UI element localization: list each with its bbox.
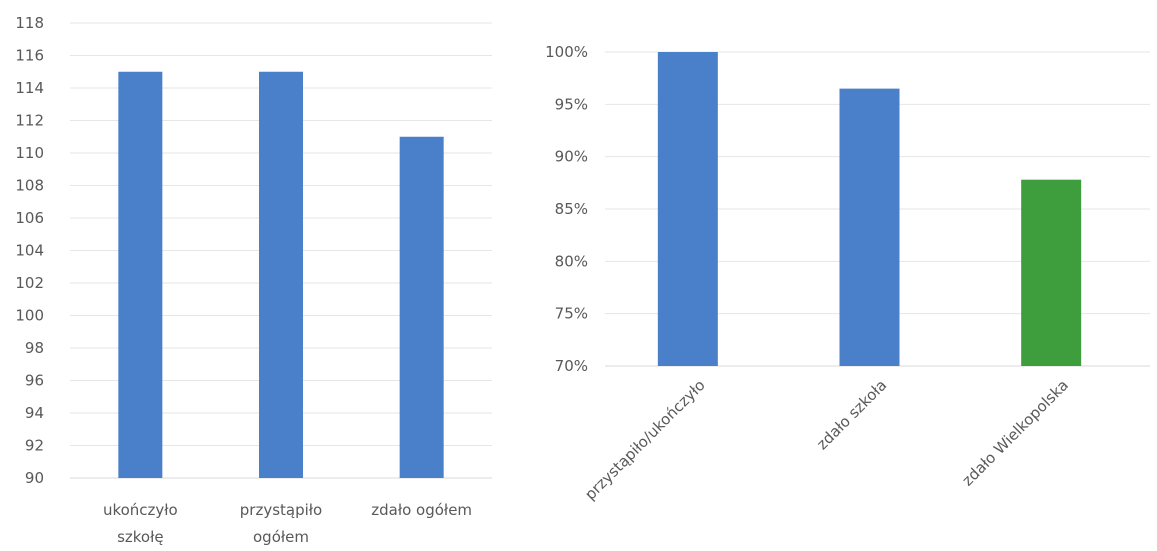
chart-1-category-label: ukończyło xyxy=(103,501,178,519)
chart-2-bar xyxy=(657,52,718,366)
chart-1-y-tick-label: 118 xyxy=(15,14,44,32)
chart-2-bar xyxy=(839,88,900,366)
chart-1-y-tick-label: 100 xyxy=(15,307,44,325)
chart-2-y-tick-label: 100% xyxy=(545,43,588,61)
chart-1-y-tick-label: 110 xyxy=(15,144,44,162)
chart-1-category-label: szkołę xyxy=(117,528,164,546)
chart-2-y-tick-label: 80% xyxy=(555,252,588,270)
chart-2-category-label: zdało szkoła xyxy=(813,376,890,453)
chart-1-category-label: zdało ogółem xyxy=(371,501,472,519)
chart-1-y-tick-label: 102 xyxy=(15,274,44,292)
chart-1-y-tick-label: 98 xyxy=(25,339,44,357)
chart-2-y-tick-label: 70% xyxy=(555,357,588,375)
chart-2-y-tick-label: 85% xyxy=(555,200,588,218)
chart-1-bar xyxy=(259,71,303,478)
chart-1-y-tick-label: 106 xyxy=(15,209,44,227)
chart-1-y-tick-label: 90 xyxy=(25,469,44,487)
chart-1-y-tick-label: 112 xyxy=(15,112,44,130)
chart-1-bar xyxy=(118,71,163,478)
chart-1-category-label: ogółem xyxy=(253,528,309,546)
chart-1-y-tick-label: 96 xyxy=(25,372,44,390)
chart-2-y-tick-label: 95% xyxy=(555,95,588,113)
chart-1-y-tick-label: 114 xyxy=(15,79,44,97)
chart-1-y-tick-label: 94 xyxy=(25,404,44,422)
chart-1-y-tick-label: 108 xyxy=(15,177,44,195)
chart-2-category-label: zdało Wielkopolska xyxy=(959,376,1072,489)
chart-2-percentages: 70% 75% 80% 85% 90% 95% 100% przystąpiło/ukończ… xyxy=(545,43,1150,504)
chart-1-y-tick-label: 92 xyxy=(25,437,44,455)
chart-1-total-counts: 90 92 94 96 98 100 102 104 106 108 110 112 114 116 118… xyxy=(15,14,492,546)
chart-1-y-tick-label: 104 xyxy=(15,242,44,260)
chart-2-bar xyxy=(1021,179,1082,366)
chart-1-bar xyxy=(399,136,444,478)
chart-2-y-tick-label: 75% xyxy=(555,305,588,323)
chart-1-y-tick-label: 116 xyxy=(15,47,44,65)
chart-1-category-label: przystąpiło xyxy=(240,501,322,519)
chart-2-y-tick-label: 90% xyxy=(555,148,588,166)
chart-2-category-label: przystąpiło/ukończyło xyxy=(581,376,708,503)
